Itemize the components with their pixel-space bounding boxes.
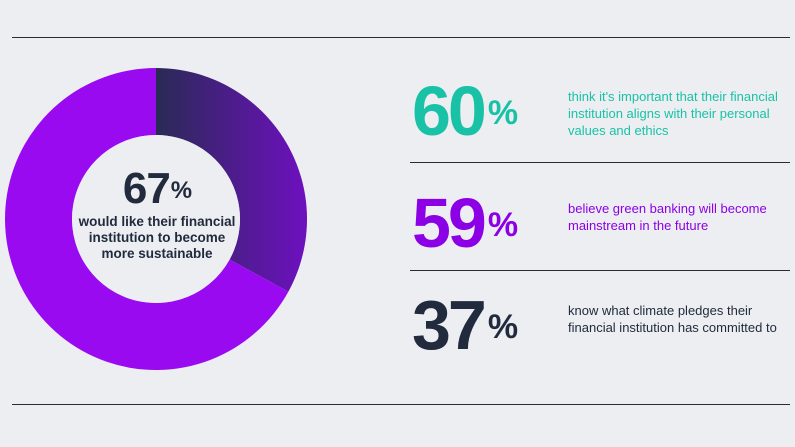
donut-chart — [5, 68, 307, 370]
donut-center-label: 67% would like their financial instituti… — [76, 166, 238, 262]
donut-center-value: 67% — [122, 164, 192, 213]
donut-slice-main — [5, 68, 289, 370]
stat-description: think it's important that their financia… — [568, 89, 778, 138]
donut-hole — [72, 135, 240, 303]
stat-value: 59% — [412, 184, 519, 262]
donut-slice-remainder — [156, 68, 307, 292]
donut-center-caption: would like their financial institution t… — [78, 214, 236, 261]
stat-description: believe green banking will become mainst… — [568, 201, 767, 233]
bottom-rule — [12, 404, 790, 405]
top-rule — [12, 37, 790, 38]
stat-divider — [410, 270, 790, 271]
stat-value: 60% — [412, 72, 519, 150]
stat-value: 37% — [412, 286, 519, 364]
stat-divider — [410, 162, 790, 163]
stat-description: know what climate pledges their financia… — [568, 303, 777, 335]
